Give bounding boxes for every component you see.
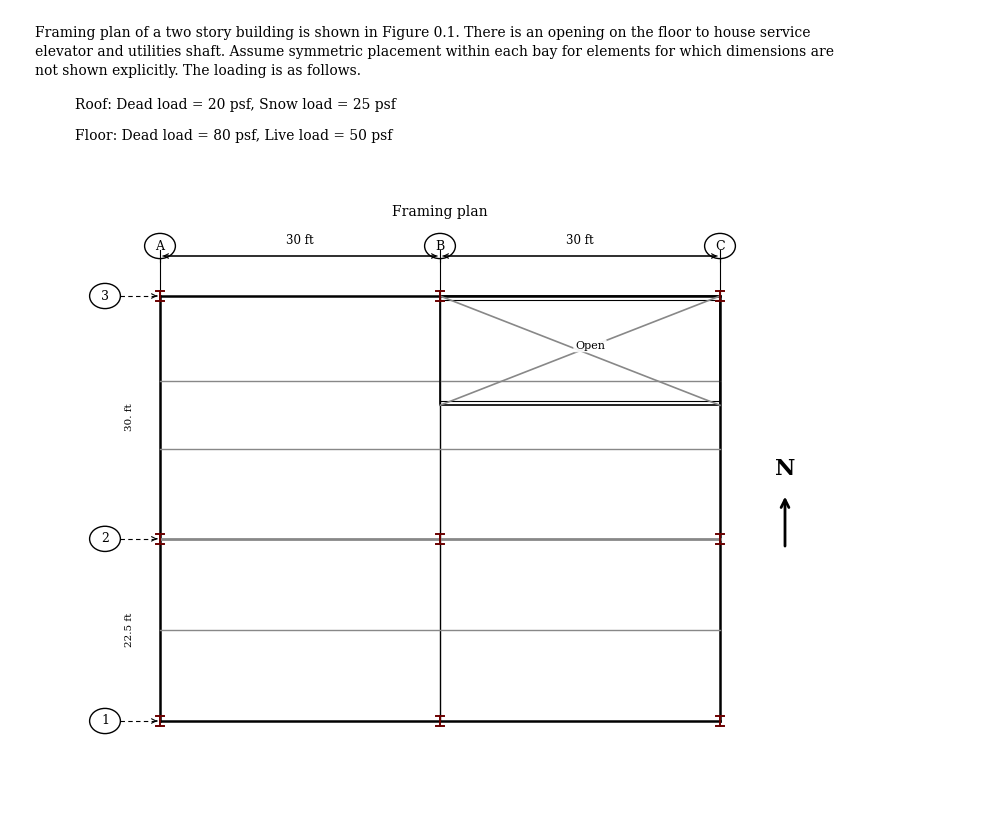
Text: 3: 3 (101, 290, 109, 303)
Text: Open: Open (575, 340, 605, 351)
Text: B: B (436, 240, 445, 252)
Text: 30 ft: 30 ft (286, 234, 314, 247)
Text: Roof: Dead load = 20 psf, Snow load = 25 psf: Roof: Dead load = 20 psf, Snow load = 25… (75, 98, 395, 113)
Text: Framing plan of a two story building is shown in Figure 0.1. There is an opening: Framing plan of a two story building is … (35, 26, 810, 40)
Text: C: C (715, 240, 725, 252)
Text: 1: 1 (101, 715, 109, 728)
Text: Floor: Dead load = 80 psf, Live load = 50 psf: Floor: Dead load = 80 psf, Live load = 5… (75, 129, 392, 143)
Text: 30. ft: 30. ft (125, 404, 134, 432)
Text: 2: 2 (101, 532, 108, 545)
Text: N: N (775, 458, 795, 480)
Text: 22.5 ft: 22.5 ft (125, 613, 134, 647)
Text: elevator and utilities shaft. Assume symmetric placement within each bay for ele: elevator and utilities shaft. Assume sym… (35, 45, 834, 59)
Text: Framing plan: Framing plan (392, 205, 488, 220)
Text: 30 ft: 30 ft (566, 234, 594, 247)
Text: not shown explicitly. The loading is as follows.: not shown explicitly. The loading is as … (35, 64, 361, 78)
Text: A: A (156, 240, 165, 252)
